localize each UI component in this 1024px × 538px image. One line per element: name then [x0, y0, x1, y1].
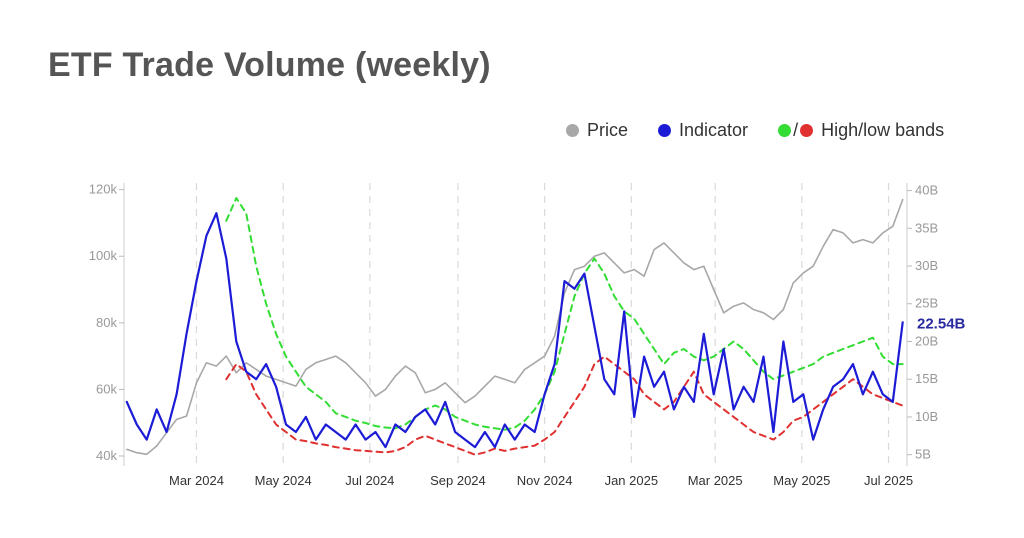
y-left-tick-label: 100k [89, 248, 118, 263]
y-right-tick-label: 10B [915, 409, 938, 424]
y-right-tick-label: 35B [915, 220, 938, 235]
y-right-tick-label: 40B [915, 183, 938, 198]
legend-item-price[interactable]: Price [566, 120, 628, 141]
y-left-tick-label: 60k [96, 381, 117, 396]
legend-item-bands[interactable]: / High/low bands [778, 120, 944, 141]
x-tick-label: Mar 2025 [688, 473, 743, 488]
x-tick-label: Jul 2025 [864, 473, 913, 488]
x-tick-label: Jul 2024 [345, 473, 394, 488]
last-value-label: 22.54B [917, 315, 966, 332]
indicator-series-line [125, 212, 904, 449]
legend-item-indicator[interactable]: Indicator [658, 120, 748, 141]
y-left-tick-label: 40k [96, 448, 117, 463]
high-band-series-line [225, 197, 904, 431]
y-right-tick-label: 30B [915, 258, 938, 273]
legend-slash: / [793, 120, 799, 140]
indicator-legend-dot [658, 124, 672, 137]
low-band-legend-dot [800, 124, 814, 137]
chart-title: ETF Trade Volume (weekly) [48, 46, 491, 84]
x-tick-label: Sep 2024 [430, 473, 486, 488]
legend: Price Indicator / High/low bands [566, 120, 944, 141]
x-tick-label: May 2025 [773, 473, 830, 488]
price-legend-dot [566, 124, 579, 137]
last-value-badge [911, 312, 983, 334]
y-left-tick-label: 120k [89, 182, 118, 197]
legend-label-bands: High/low bands [821, 120, 945, 140]
y-right-tick-label: 25B [915, 296, 938, 311]
x-tick-label: Jan 2025 [605, 473, 659, 488]
x-tick-label: May 2024 [255, 473, 312, 488]
x-tick-label: Nov 2024 [517, 473, 573, 488]
legend-label-indicator: Indicator [679, 120, 749, 140]
y-left-tick-label: 80k [96, 315, 117, 330]
y-right-tick-label: 5B [915, 447, 931, 462]
y-right-tick-label: 15B [915, 371, 938, 386]
x-tick-label: Mar 2024 [169, 473, 224, 488]
low-band-series-line [225, 355, 904, 456]
high-band-legend-dot [778, 124, 792, 137]
y-right-tick-label: 20B [915, 333, 938, 348]
legend-label-price: Price [587, 120, 629, 140]
price-series-line [126, 198, 904, 456]
